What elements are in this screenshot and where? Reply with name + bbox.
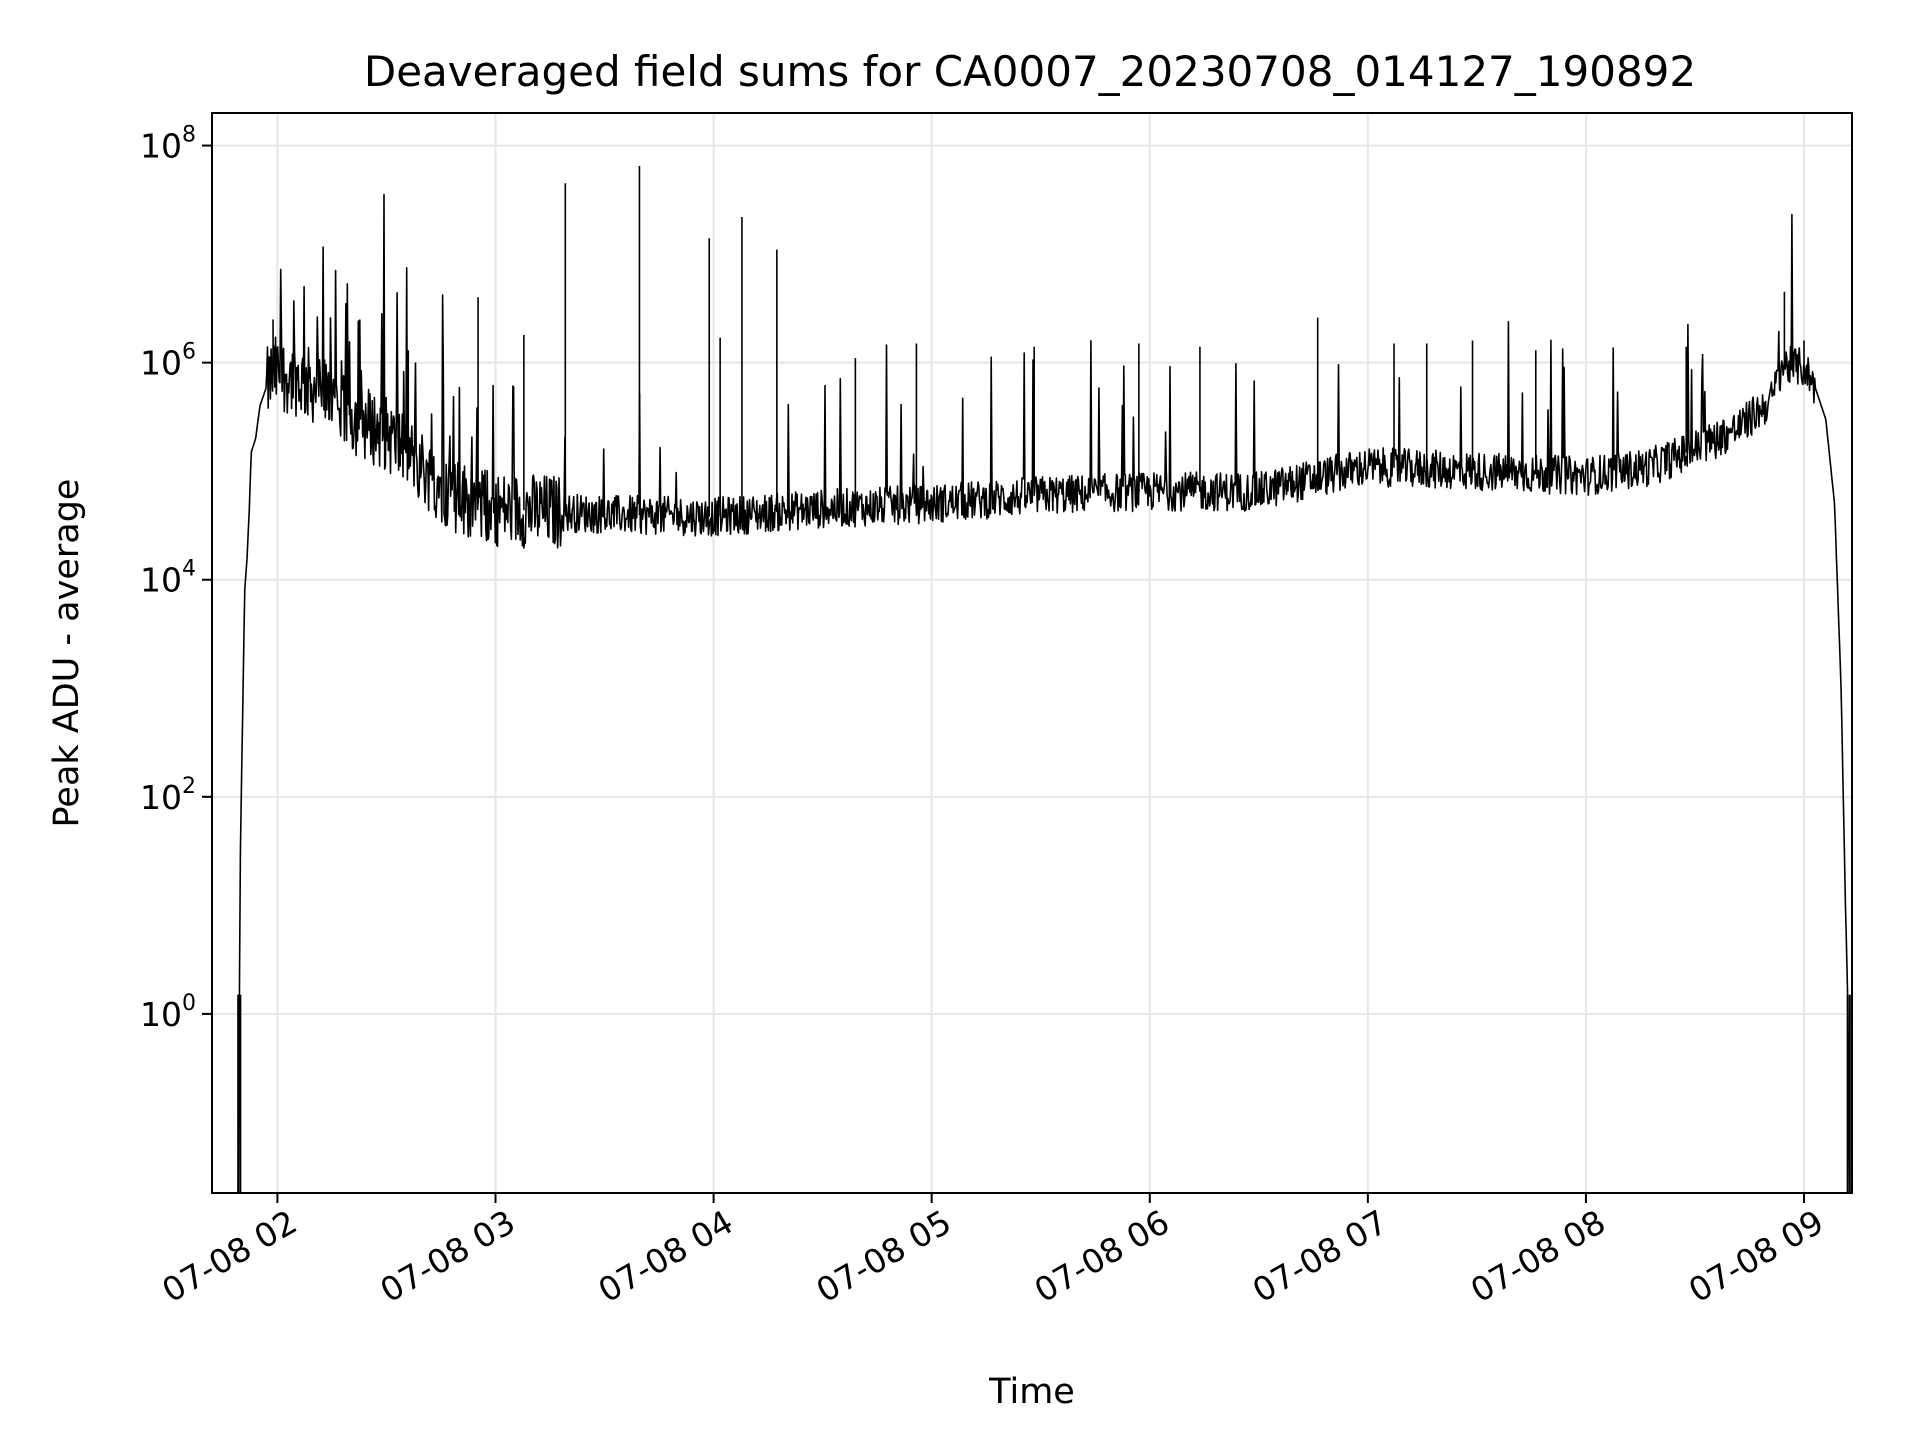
series-line-group	[237, 165, 1851, 1194]
y-tick-label: 104	[140, 557, 196, 600]
plot-frame	[211, 112, 1853, 1194]
y-tick-exponent: 6	[182, 340, 196, 365]
y-tick-base: 10	[140, 995, 182, 1034]
y-tick-base: 10	[140, 344, 182, 383]
chart-title: Deaveraged field sums for CA0007_2023070…	[364, 47, 1696, 96]
y-tick-exponent: 8	[182, 123, 196, 148]
y-tick-exponent: 2	[182, 774, 196, 799]
y-tick-base: 10	[140, 778, 182, 817]
y-tick-label: 102	[140, 774, 196, 817]
y-tick-exponent: 4	[182, 557, 196, 582]
y-tick-label: 108	[140, 123, 196, 166]
grid-lines	[212, 113, 1852, 1193]
y-tick-exponent: 0	[182, 991, 196, 1016]
x-axis-title: Time	[988, 1372, 1075, 1412]
y-tick-label: 106	[140, 340, 196, 383]
y-axis-title: Peak ADU - average	[47, 479, 87, 828]
y-tick-label: 100	[140, 991, 196, 1034]
y-tick-base: 10	[140, 561, 182, 600]
series-line	[237, 193, 1851, 1194]
y-tick-base: 10	[140, 127, 182, 166]
